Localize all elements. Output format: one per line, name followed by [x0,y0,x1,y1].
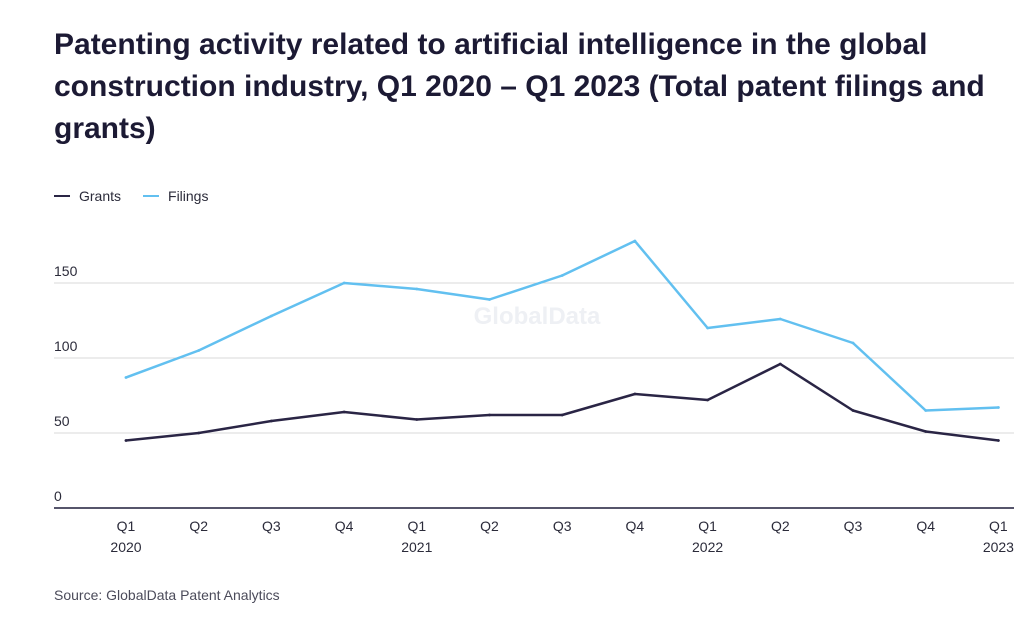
series-line-grants [124,362,1000,442]
data-point-grants[interactable] [778,362,782,366]
legend-swatch-grants [54,195,70,197]
data-point-grants[interactable] [270,419,273,423]
x-tick-label: Q3 [844,518,863,534]
x-tick-label: Q3 [553,518,572,534]
data-point-filings[interactable] [851,341,855,345]
y-tick-label-0: 0 [54,488,62,504]
data-point-grants[interactable] [415,418,419,421]
data-point-grants[interactable] [997,439,1000,442]
x-tick-label: Q2 [771,518,790,534]
data-point-filings[interactable] [415,287,419,291]
y-tick-label-150: 150 [54,263,78,279]
x-tick-label: Q4 [916,518,935,534]
source-note: Source: GlobalData Patent Analytics [54,587,280,603]
data-point-grants[interactable] [124,439,128,442]
legend-swatch-filings [143,195,160,197]
data-point-grants[interactable] [488,413,491,417]
x-tick-label: Q4 [626,518,645,534]
grid-lines [54,282,1014,509]
x-tick-label: Q1 [989,518,1008,534]
data-point-grants[interactable] [633,392,637,396]
x-tick-label: Q1 [698,518,717,534]
x-tick-label: Q2 [189,518,208,534]
data-point-grants[interactable] [197,431,201,435]
chart-legend: Grants Filings [54,188,230,204]
data-point-filings[interactable] [778,317,782,321]
data-point-filings[interactable] [924,409,928,412]
data-point-grants[interactable] [560,413,564,417]
x-tick-year-label: 2022 [692,539,723,555]
data-point-filings[interactable] [560,274,564,277]
legend-label-grants: Grants [79,188,122,204]
data-point-grants[interactable] [851,409,855,412]
y-tick-label-50: 50 [54,413,70,429]
series-lines [124,239,1000,442]
x-tick-year-label: 2021 [401,539,432,555]
watermark-logo: GlobalData [474,303,601,330]
data-point-filings[interactable] [197,349,201,352]
x-tick-label: Q3 [262,518,281,534]
data-point-grants[interactable] [342,410,346,414]
x-tick-label: Q1 [407,518,426,534]
y-tick-label-100: 100 [54,338,78,354]
y-axis-ticks: 0 50 100 150 [54,263,78,504]
x-tick-year-label: 2020 [110,539,141,555]
data-point-filings[interactable] [997,406,1000,409]
data-point-filings[interactable] [124,376,128,379]
x-tick-label: Q4 [335,518,354,534]
data-point-filings[interactable] [633,239,637,243]
x-tick-year-label: 2023 [983,539,1014,555]
chart-title: Patenting activity related to artificial… [54,28,985,145]
data-point-filings[interactable] [706,326,709,330]
legend-label-filings: Filings [168,188,209,204]
data-point-grants[interactable] [706,398,709,402]
data-point-filings[interactable] [342,281,346,285]
data-point-filings[interactable] [488,298,491,301]
x-axis-ticks: Q1 2020 Q2 Q3 Q4 Q1 2021 Q2 Q3 Q4 Q1 2022 Q2 Q3 Q4 Q1 20… [110,518,1014,555]
x-tick-label: Q2 [480,518,499,534]
data-point-filings[interactable] [270,314,273,318]
data-point-grants[interactable] [924,430,928,433]
legend-item-filings[interactable]: Filings [143,188,208,204]
x-tick-label: Q1 [117,518,136,534]
legend-item-grants[interactable]: Grants [54,188,121,204]
